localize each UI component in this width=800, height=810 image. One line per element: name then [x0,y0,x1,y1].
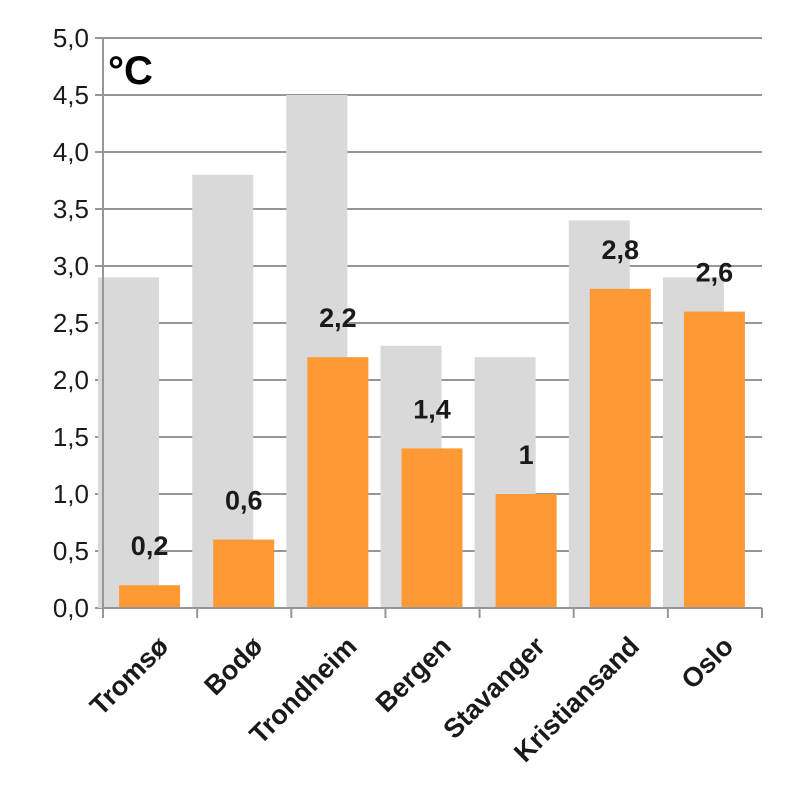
category-label: Tromsø [84,631,175,722]
unit-label: °C [108,49,153,93]
bar-grey [98,277,160,608]
category-label: Bodø [198,631,268,701]
bar-orange [401,448,463,608]
data-label: 2,2 [319,303,357,333]
y-tick-label: 2,5 [53,308,89,338]
category-label: Bergen [370,631,457,718]
bar-grey [192,174,254,609]
data-label: 2,6 [696,258,734,288]
y-tick-label: 1,5 [53,422,89,452]
y-tick-label: 4,5 [53,80,89,110]
y-axis-ticks: 0,0 0,5 1,0 1,5 2,0 2,5 3,0 3,5 4,0 4,5 5,0 [53,23,103,623]
y-tick-label: 2,0 [53,365,89,395]
y-tick-label: 1,0 [53,479,89,509]
bar-orange [213,539,275,608]
data-label: 1 [519,440,534,470]
y-tick-label: 3,0 [53,251,89,281]
data-label: 0,2 [131,531,169,561]
data-label: 1,4 [413,394,451,424]
bar-orange [495,494,557,608]
y-tick-label: 3,5 [53,194,89,224]
bars [98,95,745,609]
bar-orange [589,288,651,608]
bar-orange [119,585,181,608]
bar-orange [307,357,369,608]
bar-orange [683,311,745,608]
category-label: Oslo [676,631,740,695]
data-labels: 0,2 0,6 2,2 1,4 1 2,8 2,6 [131,235,733,561]
y-tick-label: 0,0 [53,593,89,623]
y-tick-label: 4,0 [53,137,89,167]
data-label: 0,6 [225,486,263,516]
y-tick-label: 0,5 [53,536,89,566]
data-label: 2,8 [602,235,640,265]
axes [102,38,763,618]
y-tick-label: 5,0 [53,23,89,53]
